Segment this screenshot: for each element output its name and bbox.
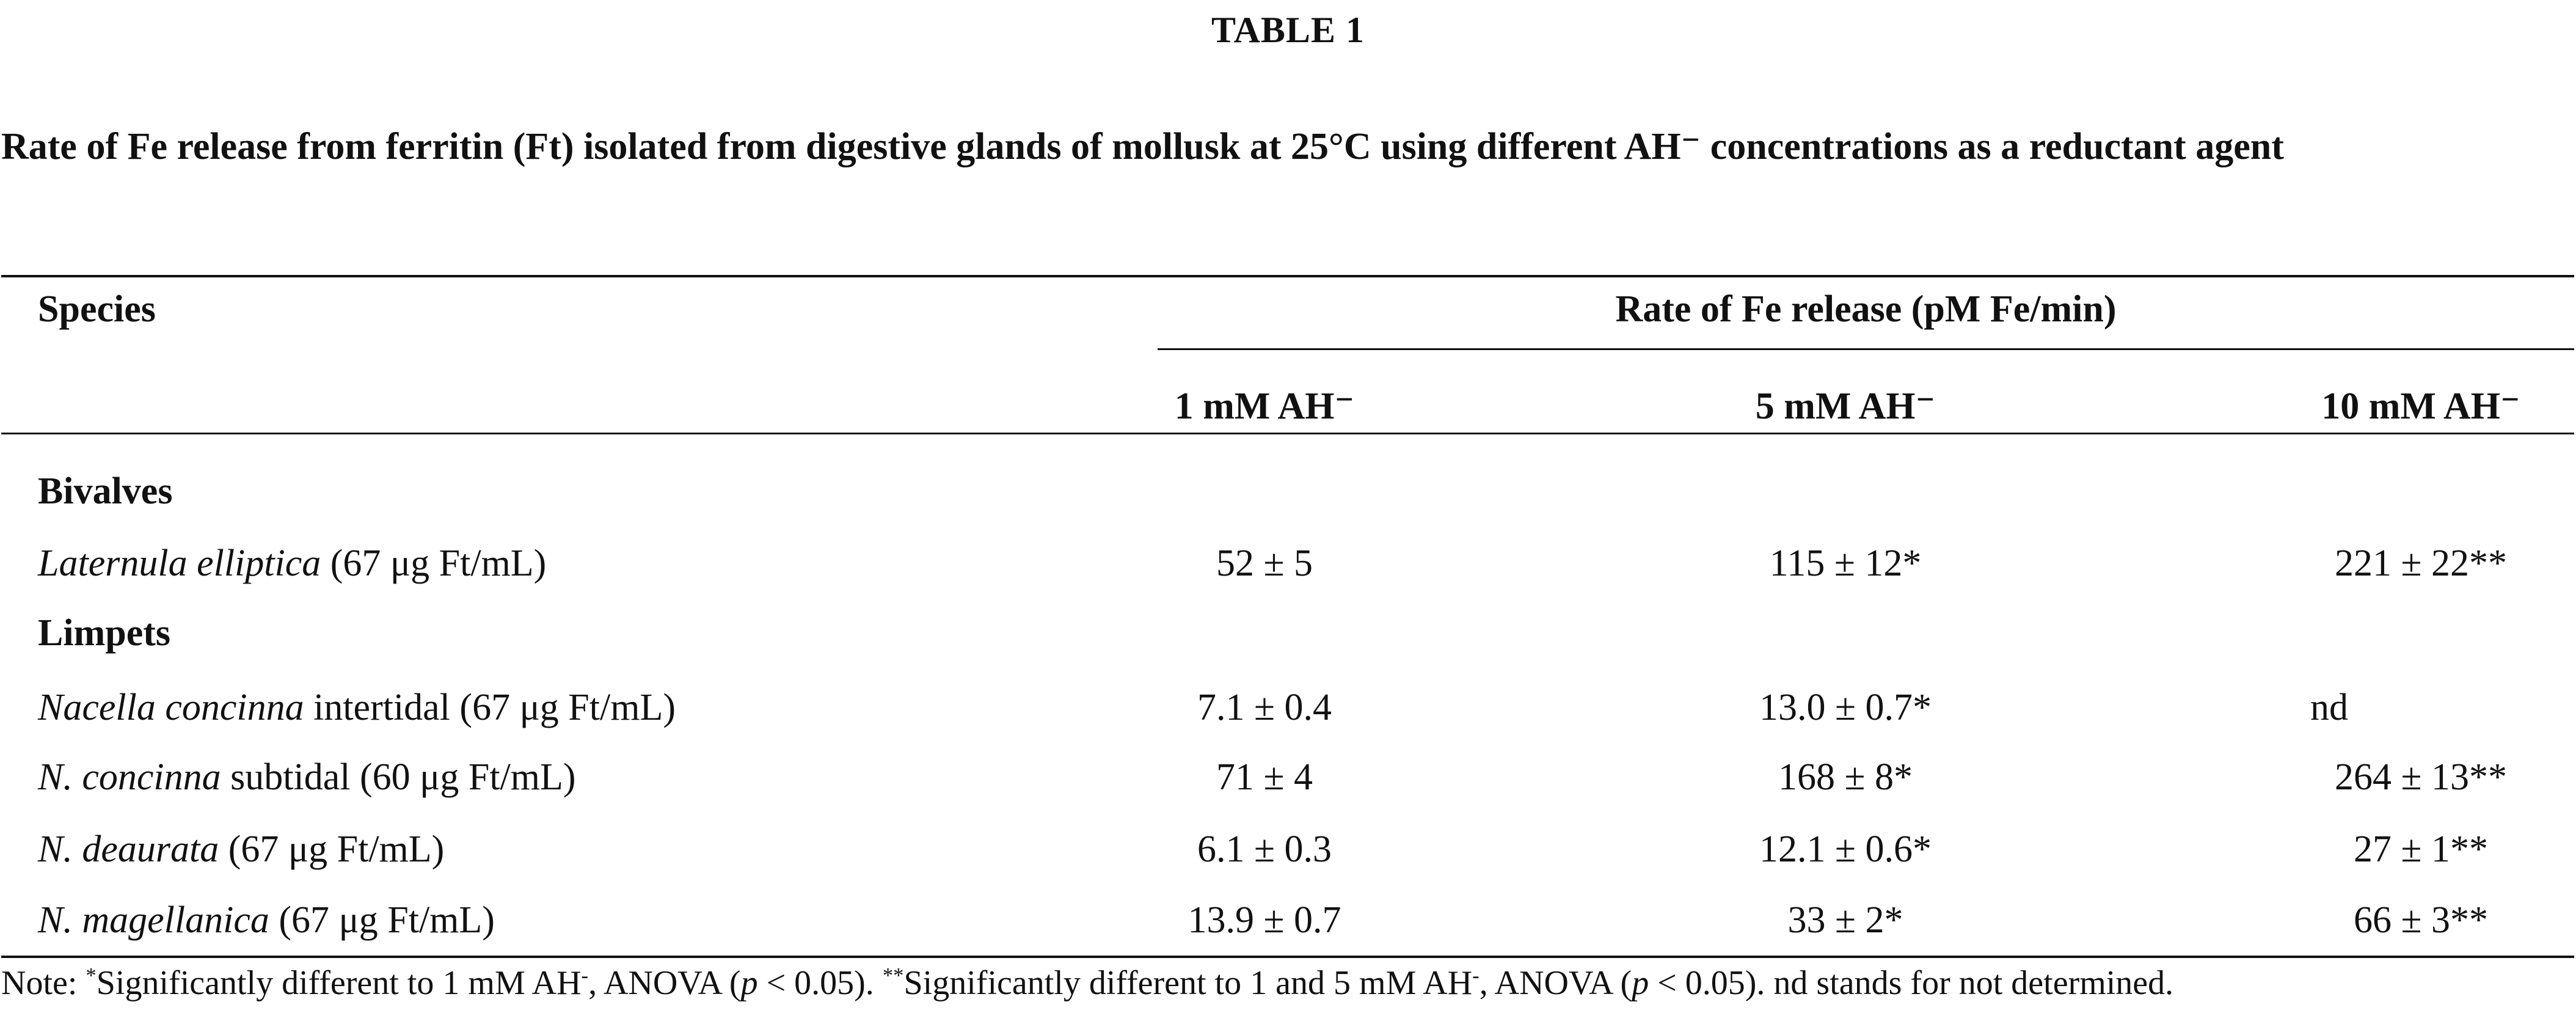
header-rate-group: Rate of Fe release (pM Fe/min): [1615, 288, 2117, 330]
header-col-5mm: 5 mM AH⁻: [1755, 386, 1936, 427]
value-1mm: 6.1 ± 0.3: [1197, 828, 1332, 870]
species-detail: intertidal (67 μg Ft/mL): [304, 687, 676, 728]
species-cell: N. magellanica (67 μg Ft/mL): [38, 897, 495, 943]
note-prefix: Note:: [1, 964, 86, 1002]
value-10mm: 66 ± 3**: [2353, 899, 2489, 941]
note-p-symbol: p: [1632, 964, 1649, 1002]
value-5mm: 168 ± 8*: [1778, 756, 1913, 798]
species-detail: (67 μg Ft/mL): [321, 543, 547, 584]
note-text: Significantly different to 1 mM AH: [96, 964, 582, 1002]
value-10mm: 27 ± 1**: [2353, 828, 2489, 870]
group-header-rule: [1158, 348, 2574, 350]
header-col-10mm: 10 mM AH⁻: [2321, 386, 2520, 427]
value-1mm: 71 ± 4: [1216, 756, 1313, 798]
header-species: Species: [38, 288, 156, 330]
value-5mm: 12.1 ± 0.6*: [1759, 828, 1932, 870]
bottom-rule: [1, 956, 2574, 958]
note-marker-single: *: [86, 963, 97, 987]
value-5mm: 33 ± 2*: [1787, 899, 1903, 941]
value-1mm: 7.1 ± 0.4: [1197, 687, 1332, 728]
table-note: Note: *Significantly different to 1 mM A…: [1, 962, 2574, 1004]
table-label: TABLE 1: [1211, 10, 1365, 50]
value-10mm: 221 ± 22**: [2334, 543, 2508, 584]
top-rule: [1, 275, 2574, 277]
header-col-1mm: 1 mM AH⁻: [1174, 386, 1355, 427]
species-name: N. magellanica: [38, 899, 269, 941]
species-name: N. deaurata: [38, 828, 219, 870]
header-bottom-rule: [1, 433, 2574, 434]
species-name: N. concinna: [38, 756, 221, 798]
value-5mm: 115 ± 12*: [1769, 543, 1922, 584]
value-1mm: 13.9 ± 0.7: [1188, 899, 1341, 941]
note-marker-double: **: [882, 963, 904, 987]
species-name: Laternula elliptica: [38, 543, 321, 584]
value-1mm: 52 ± 5: [1216, 543, 1313, 584]
value-5mm: 13.0 ± 0.7*: [1759, 687, 1932, 728]
group-label-bivalves: Bivalves: [38, 470, 173, 512]
note-text: , ANOVA (: [1479, 964, 1632, 1002]
species-name: Nacella concinna: [38, 687, 304, 728]
species-cell: Laternula elliptica (67 μg Ft/mL): [38, 540, 546, 587]
note-superscript: -: [1472, 963, 1480, 987]
group-label-limpets: Limpets: [38, 612, 170, 654]
note-p-symbol: p: [740, 964, 758, 1002]
species-cell: Nacella concinna intertidal (67 μg Ft/mL…: [38, 684, 676, 731]
species-detail: (67 μg Ft/mL): [269, 899, 495, 941]
note-text: < 0.05). nd stands for not determined.: [1649, 964, 2174, 1002]
species-detail: subtidal (60 μg Ft/mL): [221, 756, 576, 798]
value-10mm: nd: [2310, 687, 2348, 728]
species-cell: N. deaurata (67 μg Ft/mL): [38, 826, 444, 872]
species-detail: (67 μg Ft/mL): [219, 828, 445, 870]
note-text: Significantly different to 1 and 5 mM AH: [903, 964, 1473, 1002]
value-10mm: 264 ± 13**: [2334, 756, 2508, 798]
note-text: , ANOVA (: [588, 964, 741, 1002]
species-cell: N. concinna subtidal (60 μg Ft/mL): [38, 754, 576, 800]
note-text: < 0.05).: [757, 964, 883, 1002]
note-superscript: -: [581, 963, 589, 987]
table-caption: Rate of Fe release from ferritin (Ft) is…: [1, 126, 2284, 167]
